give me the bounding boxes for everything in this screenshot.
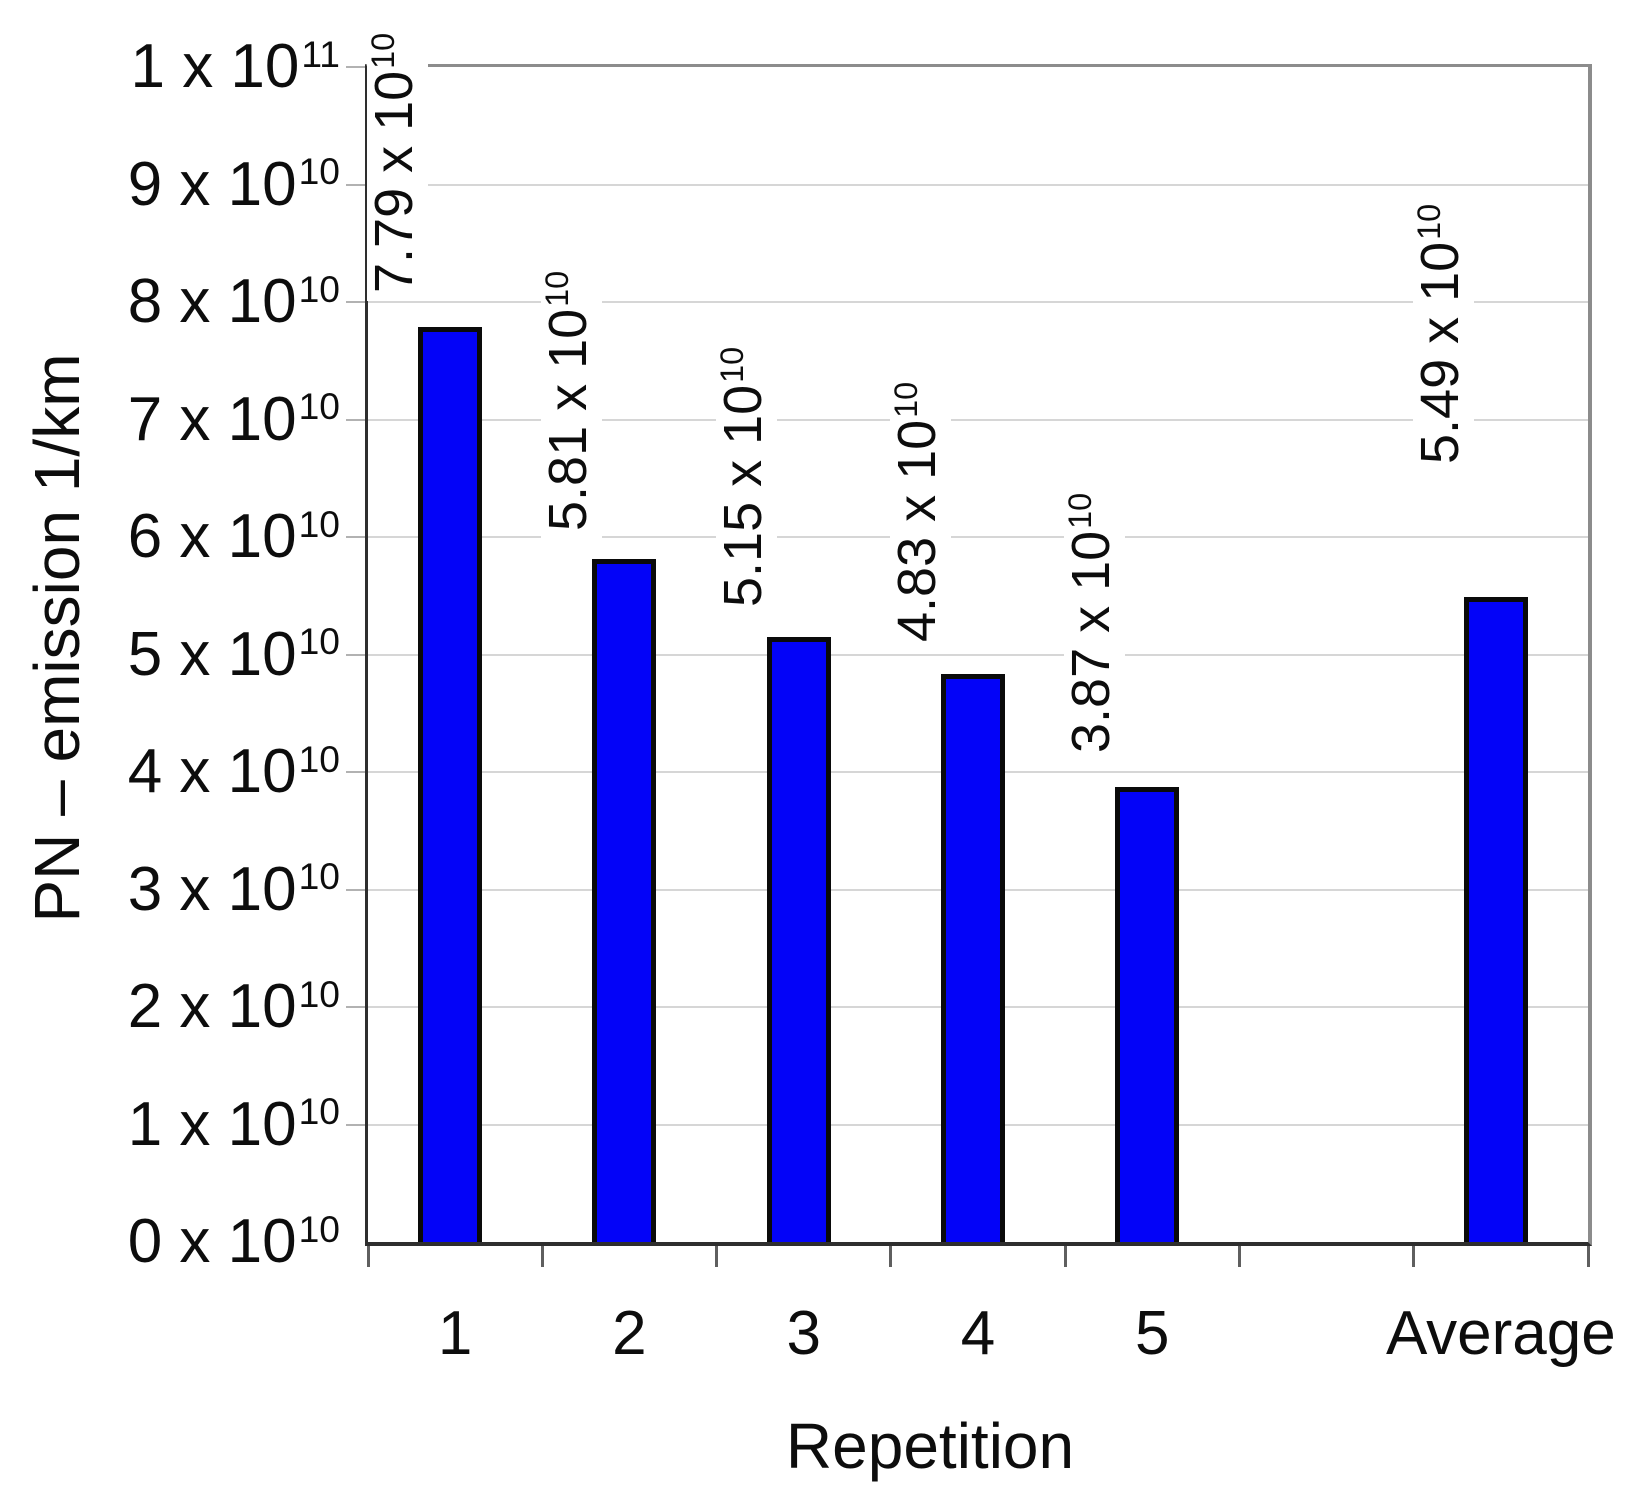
y-axis-tick bbox=[346, 418, 365, 421]
exponent: 10 bbox=[888, 382, 925, 419]
bar-value-label: 4.83 x 1010 bbox=[887, 374, 951, 651]
exponent: 10 bbox=[1062, 493, 1099, 530]
y-axis-tick bbox=[346, 183, 365, 186]
x-axis-tick bbox=[889, 1246, 893, 1267]
x-tick-label: 2 bbox=[612, 1299, 647, 1368]
x-axis-tick bbox=[1586, 1246, 1590, 1267]
y-axis-tick-labels: 0 x 1010 1 x 1010 2 x 1010 3 x 1010 4 x 1010… bbox=[0, 32, 342, 1276]
exponent: 11 bbox=[301, 32, 340, 75]
y-tick-label: 3 x 1010 bbox=[127, 854, 340, 924]
bar-value-label: 5.81 x 1010 bbox=[538, 263, 603, 540]
exponent: 10 bbox=[298, 1207, 340, 1250]
exponent: 10 bbox=[298, 855, 340, 898]
x-axis-tick bbox=[715, 1246, 719, 1267]
y-tick-label: 8 x 1010 bbox=[127, 267, 340, 336]
bar bbox=[592, 559, 657, 1242]
x-axis-tick bbox=[1063, 1246, 1067, 1267]
exponent: 10 bbox=[1411, 203, 1448, 240]
gridline bbox=[368, 301, 1588, 303]
bar-value-label: 7.79 x 1010 bbox=[364, 24, 429, 301]
y-axis-tick bbox=[346, 66, 365, 68]
y-tick-label: 1 x 1010 bbox=[127, 1089, 340, 1159]
gridline bbox=[368, 536, 1588, 538]
gridline bbox=[368, 183, 1588, 186]
x-tick-label: 1 bbox=[437, 1299, 473, 1368]
x-tick-label: 4 bbox=[960, 1299, 996, 1368]
exponent: 10 bbox=[365, 32, 402, 69]
exponent: 10 bbox=[298, 267, 340, 310]
y-tick-label: 4 x 1010 bbox=[127, 737, 340, 806]
x-axis-tick bbox=[366, 1246, 370, 1267]
gridline bbox=[368, 418, 1588, 421]
exponent: 10 bbox=[298, 150, 340, 193]
x-axis-title: Repetition bbox=[785, 1410, 1075, 1482]
y-axis-tick bbox=[346, 1006, 365, 1008]
exponent: 10 bbox=[298, 385, 340, 428]
y-tick-label: 0 x 1010 bbox=[127, 1207, 340, 1276]
y-tick-label: 9 x 1010 bbox=[127, 149, 340, 219]
exponent: 10 bbox=[298, 737, 340, 780]
bar bbox=[1115, 787, 1180, 1242]
bar bbox=[766, 636, 831, 1242]
x-axis-tick-labels: 1 2 3 4 5 Average bbox=[368, 1298, 1616, 1378]
bar-value-label: 3.87 x 1010 bbox=[1061, 485, 1126, 762]
y-axis-title: PN – emission 1/km bbox=[21, 353, 93, 923]
exponent: 10 bbox=[539, 271, 576, 308]
exponent: 10 bbox=[298, 972, 340, 1015]
bar bbox=[1463, 596, 1528, 1242]
bar-value-label: 5.49 x 1010 bbox=[1410, 195, 1474, 472]
x-axis-tick bbox=[540, 1246, 544, 1267]
exponent: 10 bbox=[298, 620, 340, 663]
y-axis-tick bbox=[346, 301, 365, 303]
y-tick-label: 1 x 1011 bbox=[130, 32, 340, 101]
y-tick-label: 7 x 1010 bbox=[127, 384, 340, 454]
x-axis-tick bbox=[1237, 1246, 1241, 1267]
bar bbox=[418, 326, 483, 1242]
y-axis-tick bbox=[346, 653, 365, 656]
bar bbox=[941, 674, 1005, 1242]
y-tick-label: 5 x 1010 bbox=[127, 619, 340, 689]
x-tick-label: 5 bbox=[1135, 1299, 1170, 1368]
exponent: 10 bbox=[298, 1090, 340, 1133]
y-tick-label: 2 x 1010 bbox=[127, 972, 340, 1041]
exponent: 10 bbox=[298, 502, 340, 545]
exponent: 10 bbox=[713, 346, 750, 383]
x-axis-tick bbox=[1412, 1246, 1416, 1267]
x-tick-label: 3 bbox=[786, 1299, 821, 1368]
bar-value-label: 5.15 x 1010 bbox=[713, 338, 777, 615]
plot-area: 7.79 x 1010 5.81 x 1010 5.15 x 1010 4.83 x … bbox=[346, 24, 1592, 1267]
y-axis-tick bbox=[346, 888, 365, 891]
y-axis-tick bbox=[346, 536, 365, 538]
y-axis-tick bbox=[346, 771, 365, 773]
y-tick-label: 6 x 1010 bbox=[127, 502, 340, 571]
gridline bbox=[368, 653, 1588, 656]
y-axis-tick bbox=[346, 1123, 365, 1126]
x-tick-label: Average bbox=[1385, 1299, 1616, 1368]
